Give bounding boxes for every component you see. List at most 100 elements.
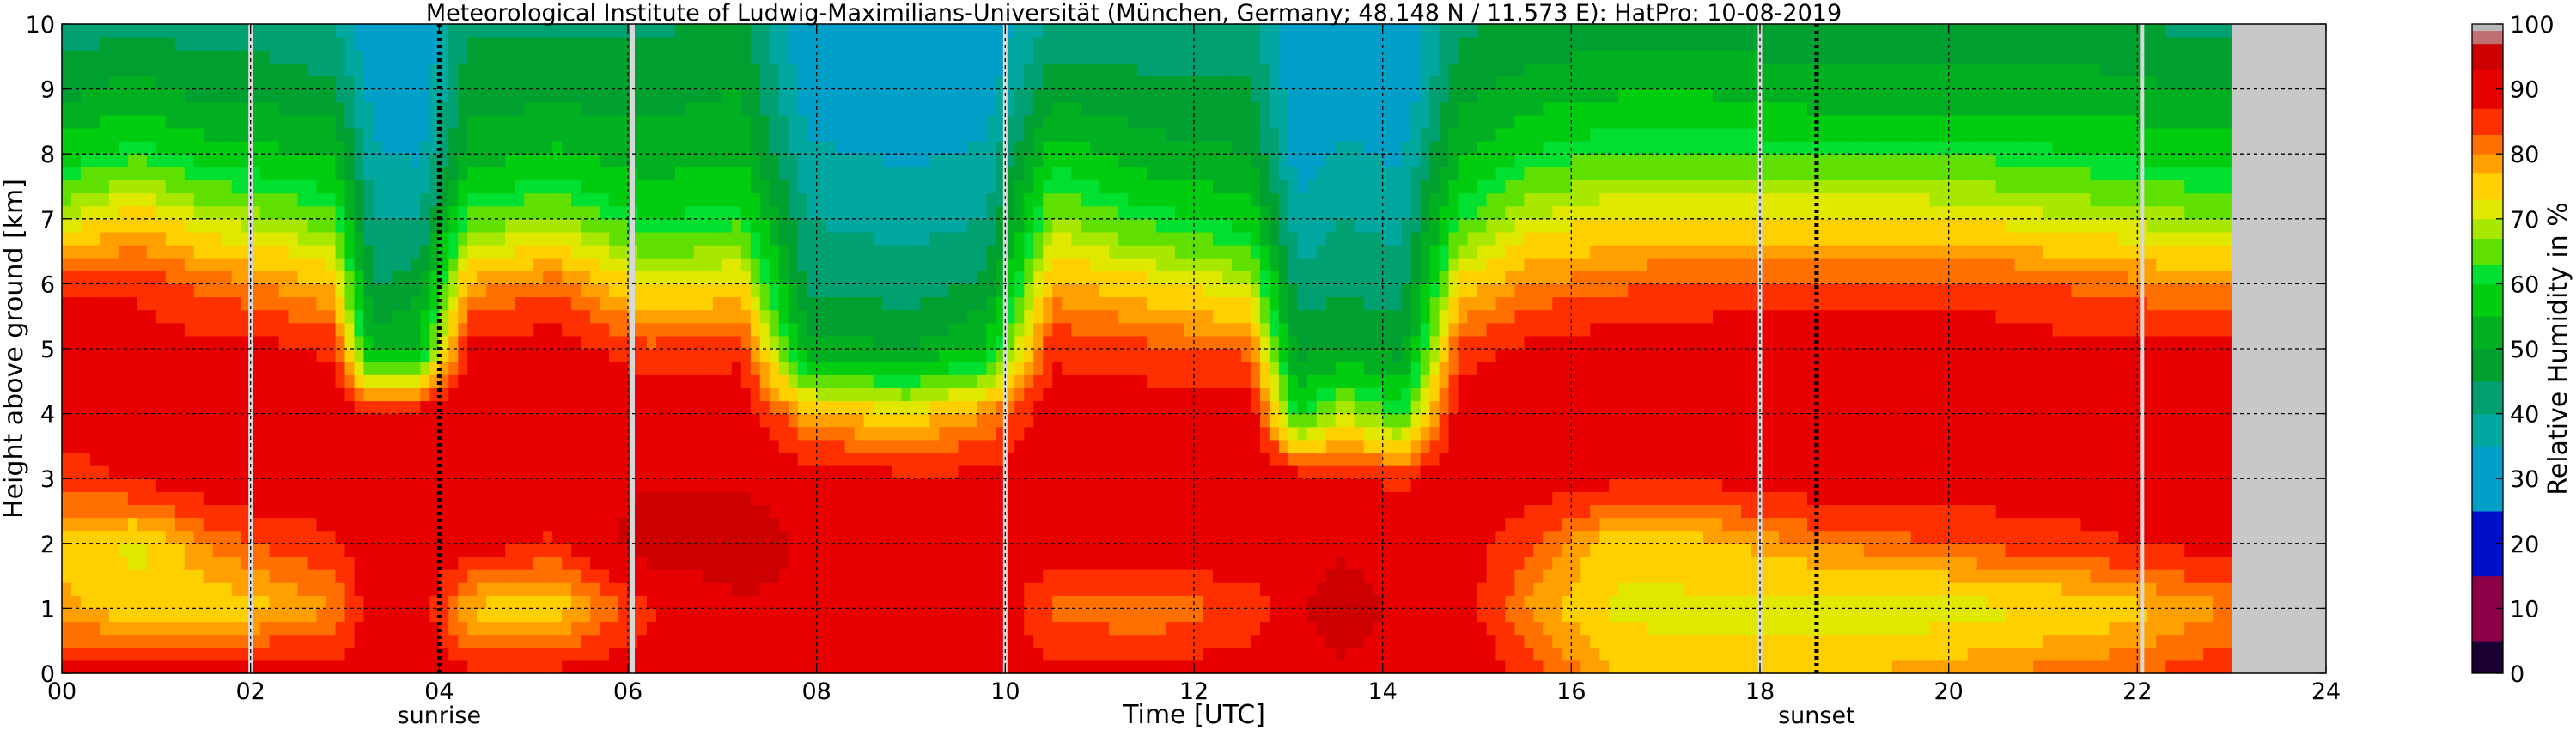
heatmap-cell (62, 349, 72, 362)
heatmap-cell (448, 491, 459, 506)
heatmap-cell (863, 517, 874, 532)
heatmap-cell (684, 154, 695, 167)
heatmap-cell (684, 192, 695, 207)
heatmap-cell (873, 374, 884, 388)
heatmap-cell (137, 63, 148, 77)
heatmap-cell (250, 24, 261, 38)
heatmap-cell (910, 582, 922, 596)
heatmap-cell (420, 127, 430, 142)
heatmap-cell (844, 556, 856, 570)
heatmap-cell (533, 192, 544, 207)
heatmap-cell (62, 141, 72, 155)
heatmap-cell (609, 374, 619, 388)
heatmap-cell (382, 141, 393, 155)
heatmap-cell (693, 114, 704, 129)
heatmap-cell (496, 24, 506, 38)
heatmap-cell (89, 258, 100, 271)
heatmap-cell (873, 595, 884, 609)
heatmap-cell (825, 647, 837, 661)
heatmap-cell (458, 582, 468, 596)
heatmap-cell (825, 114, 837, 129)
heatmap-cell (543, 478, 553, 492)
heatmap-cell (646, 517, 657, 532)
heatmap-cell (241, 595, 252, 609)
heatmap-cell (844, 322, 856, 337)
heatmap-cell (241, 349, 252, 362)
heatmap-cell (382, 101, 393, 116)
heatmap-cell (222, 595, 233, 609)
heatmap-cell (543, 63, 553, 77)
heatmap-cell (600, 374, 610, 388)
heatmap-cell (636, 452, 648, 466)
heatmap-cell (155, 37, 167, 51)
heatmap-cell (722, 114, 733, 129)
heatmap-cell (354, 491, 365, 506)
heatmap-cell (118, 634, 129, 648)
heatmap-cell (259, 127, 271, 142)
heatmap-cell (250, 141, 261, 155)
heatmap-cell (609, 349, 619, 362)
heatmap-cell (759, 530, 770, 544)
heatmap-cell (929, 465, 941, 479)
heatmap-cell (778, 517, 789, 532)
heatmap-cell (778, 76, 789, 90)
heatmap-cell (600, 504, 610, 519)
heatmap-cell (354, 88, 365, 103)
heatmap-cell (155, 167, 167, 181)
heatmap-cell (892, 114, 903, 129)
heatmap-cell (882, 517, 893, 532)
heatmap-cell (259, 349, 271, 362)
heatmap-cell (486, 349, 496, 362)
heatmap-cell (996, 335, 1006, 350)
heatmap-cell (863, 322, 874, 337)
heatmap-cell (920, 179, 931, 194)
heatmap-cell (80, 543, 91, 557)
heatmap-cell (816, 556, 827, 570)
heatmap-cell (533, 349, 544, 362)
heatmap-cell (411, 205, 421, 220)
heatmap-cell (543, 283, 553, 298)
heatmap-cell (986, 478, 996, 492)
heatmap-cell (731, 400, 742, 415)
heatmap-cell (731, 439, 742, 453)
heatmap-cell (543, 660, 553, 674)
heatmap-cell (778, 245, 789, 259)
heatmap-cell (646, 179, 657, 194)
heatmap-cell (70, 63, 82, 77)
heatmap-cell (458, 634, 468, 648)
heatmap-cell (193, 88, 204, 103)
heatmap-cell (562, 245, 572, 259)
heatmap-cell (515, 50, 525, 64)
heatmap-cell (278, 582, 289, 596)
heatmap-cell (797, 478, 808, 492)
heatmap-cell (920, 322, 931, 337)
heatmap-cell (636, 154, 648, 167)
heatmap-cell (854, 465, 865, 479)
heatmap-cell (816, 387, 827, 402)
heatmap-cell (108, 24, 119, 38)
heatmap-cell (524, 556, 534, 570)
heatmap-cell (326, 452, 337, 466)
heatmap-cell (524, 154, 534, 167)
heatmap-cell (80, 491, 91, 506)
heatmap-cell (278, 465, 289, 479)
heatmap-cell (344, 167, 356, 181)
heatmap-cell (259, 621, 271, 636)
heatmap-cell (401, 543, 411, 557)
heatmap-cell (533, 231, 544, 246)
heatmap-cell (816, 491, 827, 506)
heatmap-cell (448, 478, 459, 492)
heatmap-cell (99, 634, 110, 648)
heatmap-cell (967, 452, 977, 466)
heatmap-cell (882, 452, 893, 466)
heatmap-cell (420, 426, 430, 441)
heatmap-cell (392, 349, 402, 362)
heatmap-cell (655, 335, 667, 350)
heatmap-cell (703, 621, 714, 636)
heatmap-cell (892, 179, 903, 194)
heatmap-cell (448, 647, 459, 661)
heatmap-cell (70, 374, 82, 388)
heatmap-cell (646, 271, 657, 284)
heatmap-cell (835, 76, 846, 90)
heatmap-cell (429, 231, 440, 246)
